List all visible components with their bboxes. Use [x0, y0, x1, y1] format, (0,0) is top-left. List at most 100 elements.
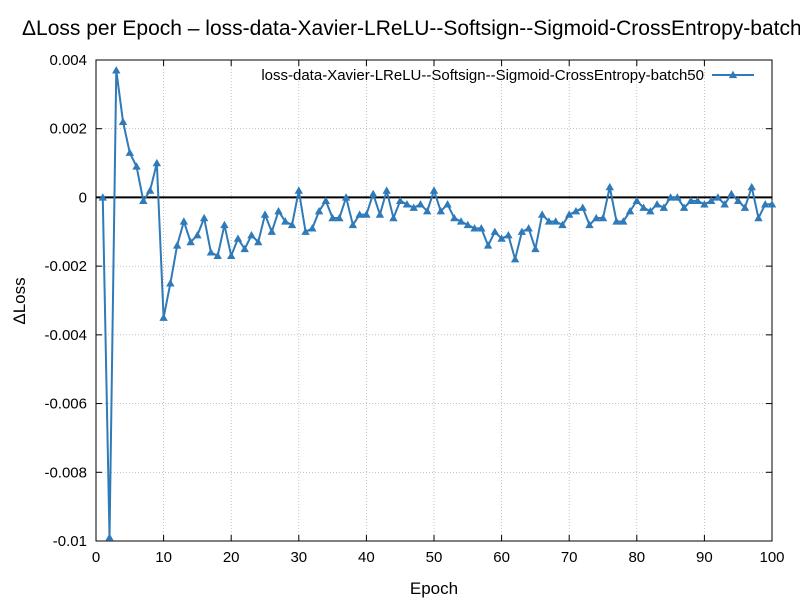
data-point [213, 251, 222, 259]
data-point [247, 231, 256, 239]
data-point [463, 220, 472, 229]
data-point [125, 148, 134, 156]
data-point [727, 189, 736, 198]
data-point [537, 210, 547, 218]
data-point [625, 206, 635, 215]
data-point [598, 213, 608, 222]
data-point [767, 200, 777, 208]
data-point [734, 196, 743, 205]
x-tick-label: 90 [696, 549, 713, 566]
data-point [139, 196, 148, 205]
y-axis-title: ΔLoss [10, 277, 29, 324]
data-point [679, 203, 689, 211]
data-point [531, 244, 540, 253]
data-point [118, 117, 128, 125]
data-point [504, 231, 513, 239]
data-point [754, 213, 763, 222]
y-tick-label: -0.006 [44, 396, 87, 413]
data-point [456, 217, 466, 225]
series [98, 66, 777, 541]
data-point [409, 203, 418, 211]
data-point [389, 213, 398, 222]
data-point [700, 200, 709, 208]
data-point [112, 66, 121, 74]
data-point [470, 224, 479, 232]
data-point [227, 251, 236, 259]
chart-title: ΔLoss per Epoch – loss-data-Xavier-LReLU… [22, 17, 800, 40]
data-point [666, 193, 675, 201]
data-point [382, 186, 391, 194]
legend-marker [728, 70, 738, 79]
data-point [240, 244, 249, 253]
data-point [585, 220, 594, 229]
data-point [260, 210, 270, 218]
data-point [720, 200, 729, 208]
data-point [179, 217, 189, 225]
data-point [396, 196, 405, 205]
data-point [483, 241, 493, 249]
x-tick-label: 20 [223, 549, 240, 566]
data-point [375, 210, 385, 218]
data-point [423, 206, 432, 215]
data-point [490, 227, 500, 235]
y-tick-label: 0 [79, 189, 87, 206]
data-point [301, 227, 310, 235]
y-tick-label: -0.002 [44, 258, 87, 275]
axes: 0 10 20 30 40 50 60 70 80 90 100 -0.01 -0.008 -0.006 -… [44, 52, 784, 566]
data-point [652, 200, 662, 208]
data-point [436, 206, 445, 215]
data-point [220, 220, 229, 229]
data-point [145, 186, 155, 194]
data-point [159, 313, 168, 321]
data-point [328, 213, 337, 222]
data-point [544, 217, 554, 225]
data-point [761, 200, 770, 208]
data-point [524, 224, 533, 232]
data-point [186, 237, 195, 246]
x-tick-label: 80 [628, 549, 645, 566]
x-tick-label: 70 [561, 549, 578, 566]
data-point [605, 182, 614, 191]
data-point [362, 210, 371, 218]
data-point [132, 162, 141, 170]
x-tick-label: 100 [759, 549, 784, 566]
x-tick-label: 30 [290, 549, 307, 566]
data-point [193, 231, 202, 239]
data-point [152, 158, 162, 167]
y-tick-label: -0.004 [44, 327, 87, 344]
data-point [713, 193, 723, 201]
data-point [443, 200, 452, 208]
data-point [477, 224, 486, 232]
data-point [429, 186, 439, 194]
data-point [98, 193, 107, 201]
data-point [510, 255, 520, 263]
x-tick-label: 60 [493, 549, 510, 566]
data-point [578, 203, 587, 211]
data-point [747, 182, 756, 191]
data-point [517, 227, 527, 235]
legend: loss-data-Xavier-LReLU--Softsign--Sigmoi… [261, 67, 754, 84]
data-point [639, 203, 648, 211]
data-point [321, 196, 331, 205]
data-point [450, 213, 459, 222]
data-point [294, 186, 303, 194]
data-point [619, 217, 628, 225]
y-tick-label: -0.008 [44, 464, 87, 481]
data-point [172, 241, 182, 249]
data-point [308, 224, 317, 232]
x-tick-label: 0 [92, 549, 100, 566]
x-tick-label: 50 [426, 549, 443, 566]
data-point [740, 203, 750, 211]
data-point [355, 210, 364, 218]
data-point [314, 206, 324, 215]
data-point [565, 210, 574, 218]
y-tick-label: 0.004 [49, 52, 87, 69]
data-point [551, 217, 560, 225]
data-point [686, 196, 696, 205]
data-point [558, 220, 567, 229]
data-point [335, 213, 344, 222]
x-tick-label: 10 [155, 549, 172, 566]
data-point [233, 234, 243, 242]
data-point [199, 213, 209, 222]
